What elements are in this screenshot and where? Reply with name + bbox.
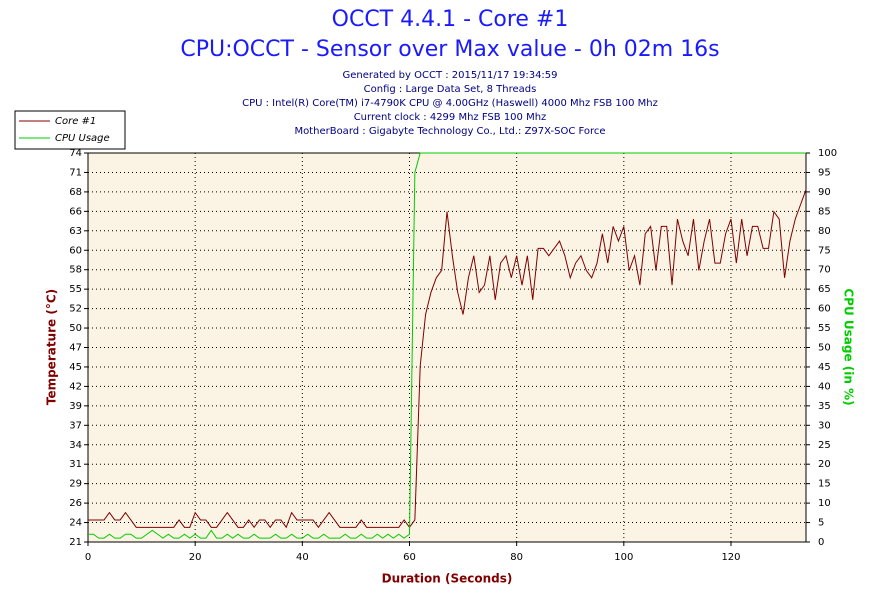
x-tick-label: 0 [85, 552, 91, 563]
y-tick-label: 60 [69, 245, 82, 256]
y-tick-label: 47 [69, 343, 82, 354]
x-tick-label: 60 [403, 552, 416, 563]
x-tick-label: 100 [614, 552, 633, 563]
y-tick-label: 26 [69, 498, 82, 509]
y2-tick-label: 50 [818, 343, 831, 354]
y2-tick-label: 0 [818, 537, 824, 548]
y-tick-label: 66 [69, 206, 82, 217]
y2-tick-label: 35 [818, 401, 831, 412]
y-tick-label: 37 [69, 420, 82, 431]
x-axis-label: Duration (Seconds) [382, 572, 513, 586]
y2-tick-label: 15 [818, 479, 831, 490]
y-tick-label: 29 [69, 479, 82, 490]
y-tick-label: 74 [69, 148, 82, 159]
y-tick-label: 34 [69, 440, 82, 451]
y2-tick-label: 5 [818, 518, 824, 529]
info-line: Current clock : 4299 Mhz FSB 100 Mhz [354, 112, 547, 123]
y-tick-label: 52 [69, 304, 82, 315]
plot-area [88, 153, 806, 542]
y-tick-label: 55 [69, 284, 82, 295]
y2-tick-label: 25 [818, 440, 831, 451]
chart-title: OCCT 4.4.1 - Core #1 [332, 7, 569, 32]
y2-tick-label: 85 [818, 206, 831, 217]
y2-tick-label: 90 [818, 187, 831, 198]
y-tick-label: 50 [69, 323, 82, 334]
info-line: Config : Large Data Set, 8 Threads [364, 84, 537, 95]
y-tick-label: 39 [69, 401, 82, 412]
y-tick-label: 21 [69, 537, 82, 548]
data-line [88, 189, 807, 529]
y-tick-label: 24 [69, 518, 82, 529]
y-tick-label: 31 [69, 459, 82, 470]
y-tick-label: 63 [69, 226, 82, 237]
y-tick-label: 42 [69, 381, 82, 392]
y2-tick-label: 45 [818, 362, 831, 373]
y2-tick-label: 20 [818, 459, 831, 470]
y2-tick-label: 55 [818, 323, 831, 334]
legend-label: CPU Usage [55, 133, 110, 144]
y2-tick-label: 75 [818, 245, 831, 256]
y2-tick-label: 65 [818, 284, 831, 295]
y2-tick-label: 95 [818, 167, 831, 178]
x-tick-label: 80 [510, 552, 523, 563]
y2-tick-label: 100 [818, 148, 837, 159]
y2-tick-label: 40 [818, 381, 831, 392]
y2-tick-label: 30 [818, 420, 831, 431]
y-tick-label: 68 [69, 187, 82, 198]
y2-tick-label: 60 [818, 304, 831, 315]
y2-tick-label: 70 [818, 265, 831, 276]
chart-subtitle: CPU:OCCT - Sensor over Max value - 0h 02… [180, 37, 719, 62]
y-tick-label: 45 [69, 362, 82, 373]
legend-label: Core #1 [55, 116, 96, 127]
y2-tick-label: 80 [818, 226, 831, 237]
x-tick-label: 120 [721, 552, 740, 563]
info-line: Generated by OCCT : 2015/11/17 19:34:59 [342, 70, 557, 81]
y-axis-label: Temperature (°C) [45, 289, 59, 405]
y2-tick-label: 10 [818, 498, 831, 509]
data-line [88, 152, 806, 539]
y-tick-label: 71 [69, 167, 82, 178]
x-tick-label: 20 [189, 552, 202, 563]
legend-box [14, 110, 126, 150]
info-line: MotherBoard : Gigabyte Technology Co., L… [294, 126, 605, 137]
x-tick-label: 40 [296, 552, 309, 563]
y2-axis-label: CPU Usage (in %) [842, 288, 856, 405]
y-tick-label: 58 [69, 265, 82, 276]
info-line: CPU : Intel(R) Core(TM) i7-4790K CPU @ 4… [242, 98, 658, 109]
